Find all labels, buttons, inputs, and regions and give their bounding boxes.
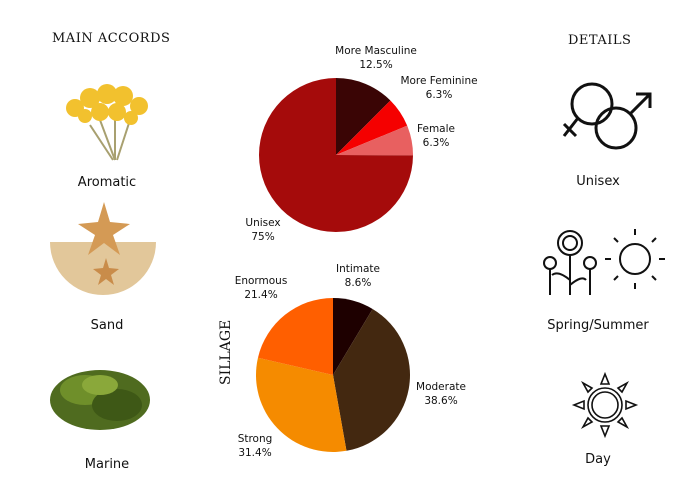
slice-category: Unisex <box>245 217 281 229</box>
pie-slice-more-masculine <box>336 78 391 155</box>
detail-label-gender: Unisex <box>576 174 620 189</box>
slice-value: 31.4% <box>238 447 272 459</box>
slice-label: Intimate 8.6% <box>336 262 380 290</box>
pie-slice-strong <box>256 357 347 452</box>
slice-value: 75% <box>251 231 275 243</box>
slice-category: Strong <box>237 433 273 445</box>
slice-value: 12.5% <box>359 59 393 71</box>
pie-slice-unisex <box>258 78 413 232</box>
sun-icon <box>571 371 639 439</box>
slice-category: Intimate <box>335 263 381 275</box>
pie-slice-intimate <box>333 298 373 375</box>
pie-slice-more-feminine <box>336 100 408 155</box>
slice-label: More Masculine 12.5% <box>335 44 417 72</box>
accord-label-aromatic: Aromatic <box>77 175 137 190</box>
slice-category: More Feminine <box>400 75 478 87</box>
slice-value: 8.6% <box>344 277 372 289</box>
slice-value: 38.6% <box>424 395 458 407</box>
slice-label: Unisex 75% <box>245 216 280 244</box>
pie-slice-enormous <box>257 298 333 375</box>
details-heading: DETAILS <box>568 33 632 48</box>
helichrysum-flower-image <box>66 84 148 161</box>
flowers-sun-icon <box>543 229 665 295</box>
slice-value: 6.3% <box>425 89 453 101</box>
seaweed-image <box>50 370 150 430</box>
sand-starfish-image <box>50 202 156 295</box>
slice-category: Moderate <box>416 381 466 393</box>
slice-label: Strong 31.4% <box>238 432 273 460</box>
pie-slice-moderate <box>333 308 410 451</box>
slice-category: More Masculine <box>335 45 417 57</box>
slice-category: Enormous <box>234 275 288 287</box>
main-accords-heading: MAIN ACCORDS <box>52 31 171 46</box>
slice-label: More Feminine 6.3% <box>400 74 477 102</box>
pie-slice-female <box>336 125 413 156</box>
accord-label-marine: Marine <box>84 457 130 472</box>
slice-category: Female <box>417 123 455 135</box>
slice-label: Moderate 38.6% <box>416 380 466 408</box>
accord-label-sand: Sand <box>90 318 124 333</box>
slice-label: Enormous 21.4% <box>235 274 288 302</box>
slice-label: Female 6.3% <box>417 122 455 150</box>
slice-value: 6.3% <box>422 137 450 149</box>
slice-value: 21.4% <box>244 289 278 301</box>
gender-symbols-icon <box>562 82 652 150</box>
detail-label-time: Day <box>585 452 611 467</box>
detail-label-season: Spring/Summer <box>547 318 649 333</box>
